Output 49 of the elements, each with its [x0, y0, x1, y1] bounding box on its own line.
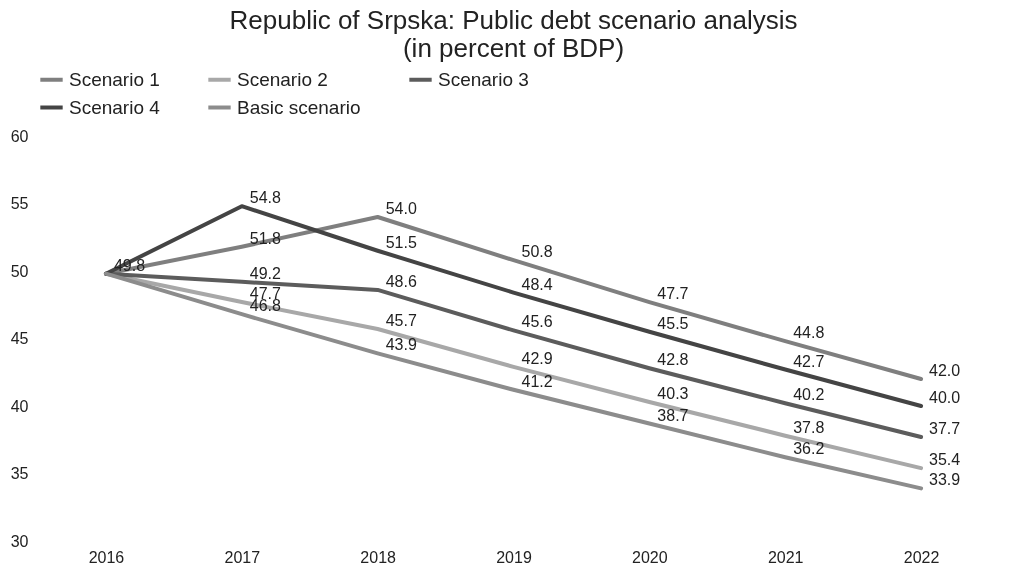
data-label: 40.2 — [793, 386, 825, 404]
data-label: 51.5 — [385, 233, 417, 251]
x-tick-label: 2020 — [632, 548, 668, 566]
data-label: 42.7 — [793, 352, 825, 370]
data-label: 38.7 — [657, 406, 689, 424]
x-tick-label: 2022 — [903, 548, 940, 566]
data-label: 54.0 — [385, 200, 417, 217]
data-label: 49.2 — [249, 264, 282, 282]
data-label: 35.4 — [929, 451, 961, 469]
text: Republic of Srpska: Public debt scenario analysis — [229, 5, 798, 35]
x-tick-label: 2016 — [88, 548, 125, 566]
data-label: 42.8 — [657, 351, 689, 369]
data-label: 40.0 — [929, 389, 961, 406]
data-label: 42.9 — [521, 349, 553, 367]
data-label: 42.0 — [929, 362, 961, 379]
data-label: 45.6 — [521, 313, 553, 331]
data-label: 47.7 — [657, 285, 689, 303]
data-label: 37.8 — [793, 418, 825, 436]
y-tick-label: 35 — [10, 465, 29, 482]
data-label: 45.7 — [385, 312, 417, 330]
data-label: 50.8 — [521, 243, 553, 261]
x-tick-label: 2021 — [767, 548, 804, 566]
x-tick-label: 2017 — [224, 548, 261, 566]
line-series — [103, 204, 924, 408]
x-tick-label: 2018 — [360, 548, 397, 566]
data-label: 43.9 — [385, 336, 417, 354]
y-tick-label: 30 — [10, 532, 29, 550]
text: (in percent of BDP) — [402, 33, 625, 63]
legend-label: Scenario 1 — [69, 68, 160, 90]
legend-label: Scenario 3 — [438, 68, 529, 90]
data-label: 40.3 — [657, 384, 689, 402]
data-label: 44.8 — [793, 324, 825, 342]
x-tick-label: 2019 — [496, 548, 532, 566]
data-label: 45.5 — [657, 314, 689, 332]
y-tick-label: 55 — [10, 195, 29, 212]
data-label: 48.4 — [521, 275, 553, 293]
legend-label: Basic scenario — [237, 96, 361, 118]
data-label: 36.2 — [793, 440, 825, 458]
y-tick-label: 60 — [10, 127, 29, 145]
legend-label: Scenario 4 — [69, 96, 161, 118]
data-label: 54.8 — [249, 189, 282, 207]
y-tick-label: 45 — [10, 330, 29, 347]
data-label: 41.2 — [521, 372, 553, 390]
data-label: 37.7 — [929, 420, 961, 438]
data-label: 33.9 — [929, 471, 961, 489]
data-label: 48.6 — [385, 272, 417, 290]
legend-label: Scenario 2 — [237, 68, 328, 90]
y-tick-label: 40 — [10, 397, 29, 415]
y-tick-label: 50 — [10, 262, 29, 280]
